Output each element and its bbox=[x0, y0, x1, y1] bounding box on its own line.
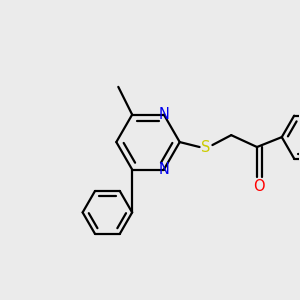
Text: S: S bbox=[201, 140, 210, 154]
Text: O: O bbox=[253, 179, 265, 194]
Text: N: N bbox=[158, 107, 169, 122]
Text: N: N bbox=[158, 162, 169, 177]
